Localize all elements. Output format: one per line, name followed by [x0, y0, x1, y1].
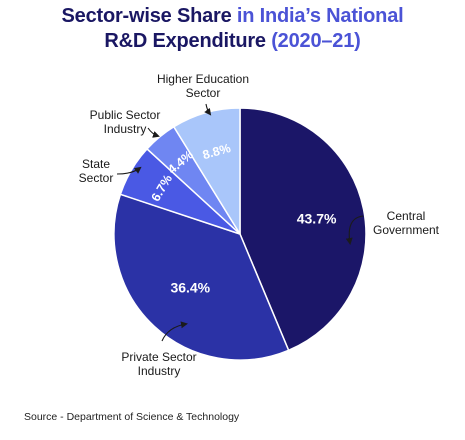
- chart-title: Sector-wise Share in India’s National R&…: [0, 4, 465, 54]
- category-label-higher-education-sector: Higher Education Sector: [157, 72, 249, 100]
- pointer-arrow-state-sector: [116, 166, 142, 175]
- pointer-arrow-central-government: [345, 215, 364, 245]
- value-label-central-government: 43.7%: [297, 211, 337, 227]
- category-label-public-sector-industry: Public Sector Industry: [90, 108, 161, 136]
- title-line-1: Sector-wise Share in India’s National: [0, 4, 465, 29]
- title-part-2: in India’s National: [236, 5, 404, 27]
- pointer-arrow-private-sector-industry: [161, 321, 188, 342]
- pointer-arrow-higher-education-sector: [204, 103, 212, 116]
- title-line-2: R&D Expenditure (2020–21): [0, 29, 465, 54]
- title-part-1: Sector-wise Share: [61, 5, 237, 27]
- title-part-4: (2020–21): [271, 30, 361, 52]
- category-label-state-sector: State Sector: [79, 157, 114, 185]
- source-note: Source - Department of Science & Technol…: [24, 411, 240, 423]
- value-label-private-sector-industry: 36.4%: [170, 280, 210, 296]
- pointer-arrow-public-sector-industry: [147, 127, 160, 138]
- title-part-3: R&D Expenditure: [104, 30, 272, 52]
- category-label-private-sector-industry: Private Sector Industry: [121, 350, 196, 378]
- category-label-central-government: Central Government: [373, 209, 440, 237]
- pie-slice-central-government: [239, 107, 367, 352]
- pie-slice-private-sector-industry: [113, 193, 290, 361]
